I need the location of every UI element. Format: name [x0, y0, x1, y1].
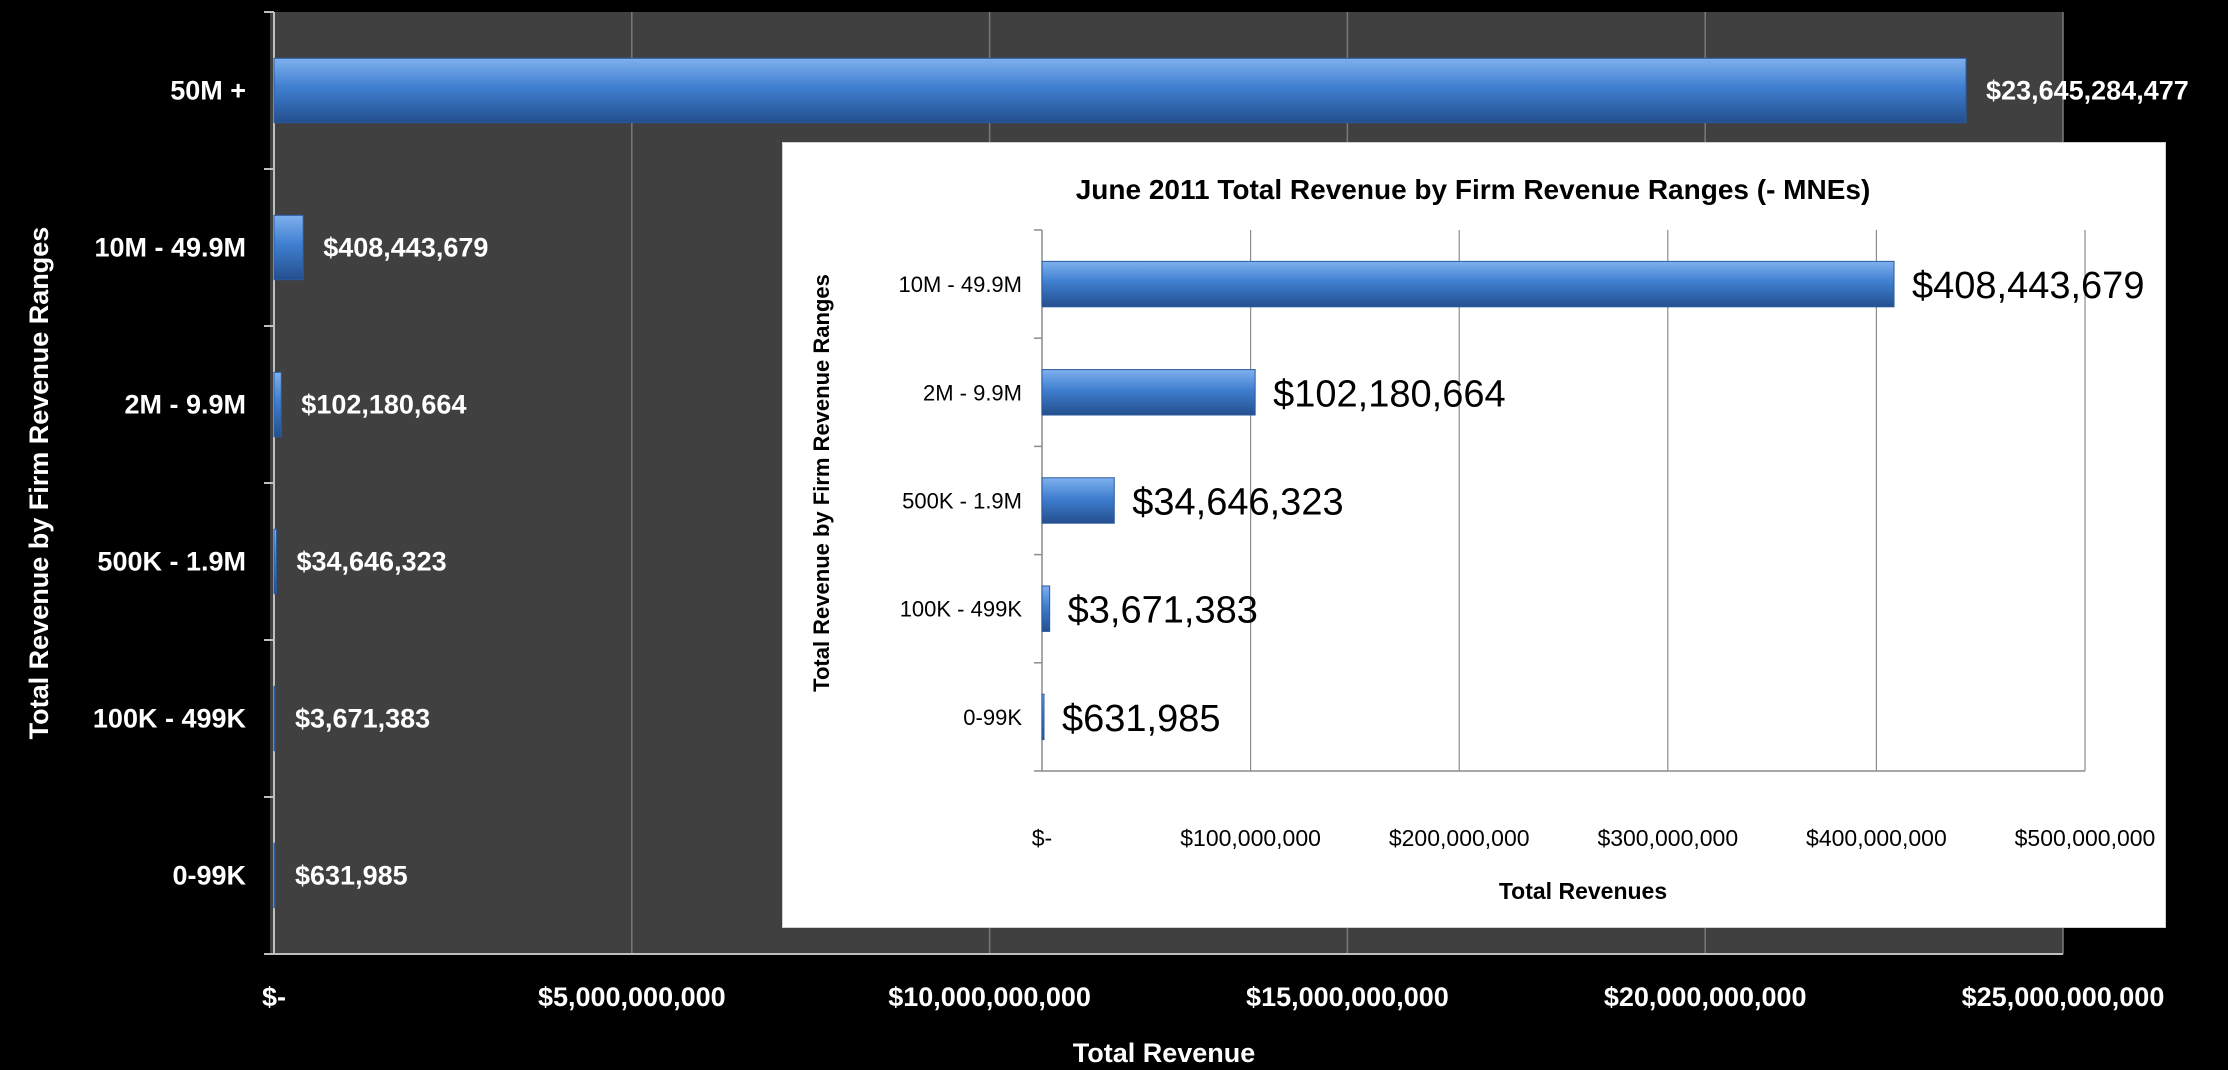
main-x-tick-label: $25,000,000,000: [1962, 982, 2165, 1012]
main-bar: [273, 371, 282, 438]
inset-category-label: 100K - 499K: [900, 597, 1023, 622]
main-x-tick-label: $20,000,000,000: [1604, 982, 1807, 1012]
main-bar: [273, 57, 1967, 124]
main-data-label: $631,985: [295, 861, 408, 891]
inset-data-label: $3,671,383: [1068, 590, 1258, 632]
inset-chart-panel: June 2011 Total Revenue by Firm Revenue …: [782, 142, 2166, 928]
main-x-tick-label: $-: [262, 982, 286, 1012]
inset-x-tick-label: $100,000,000: [1180, 825, 1321, 851]
inset-x-axis-title: Total Revenues: [1499, 878, 1667, 904]
main-category-label: 2M - 9.9M: [124, 390, 246, 420]
inset-chart-title: June 2011 Total Revenue by Firm Revenue …: [1076, 174, 1871, 205]
main-category-label: 0-99K: [172, 861, 246, 891]
main-bar: [273, 685, 276, 752]
main-bar: [273, 214, 304, 281]
inset-data-label: $102,180,664: [1273, 373, 1505, 415]
inset-x-tick-label: $300,000,000: [1597, 825, 1738, 851]
main-bar: [273, 528, 277, 595]
main-data-label: $34,646,323: [296, 547, 446, 577]
inset-category-label: 2M - 9.9M: [923, 380, 1022, 405]
main-x-tick-label: $15,000,000,000: [1246, 982, 1449, 1012]
inset-x-tick-label: $400,000,000: [1806, 825, 1947, 851]
main-category-label: 10M - 49.9M: [94, 233, 246, 263]
main-x-axis-title: Total Revenue: [1073, 1038, 1256, 1068]
main-data-label: $102,180,664: [301, 390, 466, 420]
main-x-tick-label: $10,000,000,000: [888, 982, 1091, 1012]
main-data-label: $3,671,383: [295, 704, 430, 734]
inset-data-label: $631,985: [1062, 698, 1221, 740]
main-data-label: $408,443,679: [323, 233, 488, 263]
inset-x-tick-label: $500,000,000: [2015, 825, 2156, 851]
inset-bar: [1041, 260, 1895, 308]
inset-bar: [1041, 693, 1045, 741]
inset-y-axis-title: Total Revenue by Firm Revenue Ranges: [809, 274, 834, 692]
main-category-label: 500K - 1.9M: [97, 547, 246, 577]
main-x-tick-label: $5,000,000,000: [538, 982, 726, 1012]
main-y-axis-title: Total Revenue by Firm Revenue Ranges: [24, 227, 54, 740]
inset-category-label: 10M - 49.9M: [899, 272, 1023, 297]
main-category-label: 100K - 499K: [93, 704, 247, 734]
inset-category-label: 0-99K: [963, 705, 1022, 730]
inset-bar: [1041, 369, 1256, 416]
inset-x-tick-label: $200,000,000: [1389, 825, 1530, 851]
inset-chart: June 2011 Total Revenue by Firm Revenue …: [809, 174, 2156, 904]
inset-data-label: $34,646,323: [1132, 482, 1343, 524]
inset-data-label: $408,443,679: [1912, 265, 2144, 307]
main-category-label: 50M +: [170, 76, 246, 106]
main-bar: [273, 842, 276, 909]
inset-bar: [1041, 585, 1051, 632]
inset-x-tick-label: $-: [1032, 825, 1052, 851]
inset-category-label: 500K - 1.9M: [902, 489, 1022, 514]
inset-bar: [1041, 477, 1115, 524]
main-data-label: $23,645,284,477: [1986, 76, 2189, 106]
